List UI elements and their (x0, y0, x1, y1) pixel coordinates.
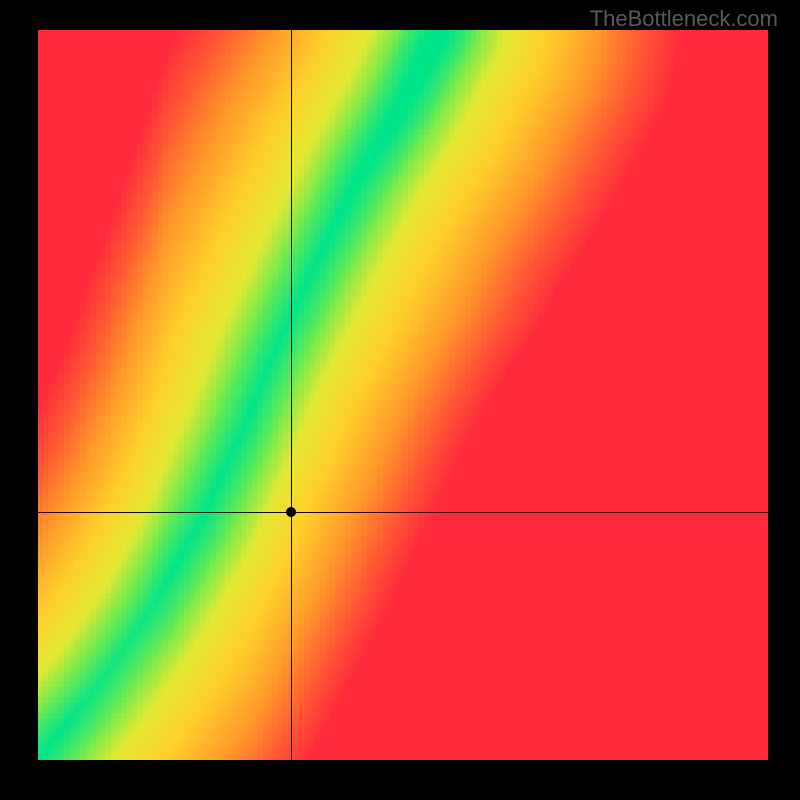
heatmap-canvas (38, 30, 768, 760)
plot-area (38, 30, 768, 760)
watermark-text: TheBottleneck.com (590, 6, 778, 32)
